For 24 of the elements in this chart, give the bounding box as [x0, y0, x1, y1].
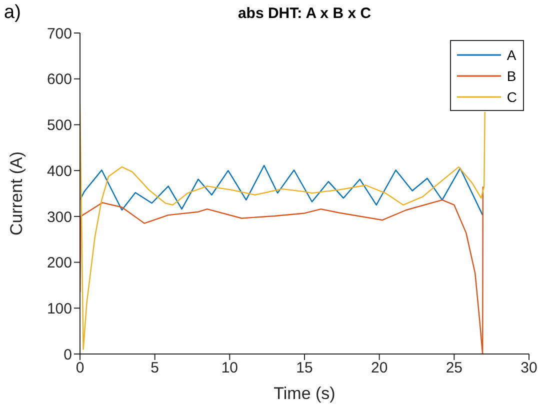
- legend-label: C: [506, 88, 517, 104]
- y-tick-label: 300: [46, 208, 72, 226]
- chart-title: abs DHT: A x B x C: [236, 5, 372, 22]
- text: a): [4, 2, 21, 24]
- x-tick-label: 0: [76, 360, 84, 377]
- y-tick-label: 0: [64, 346, 72, 364]
- y-axis-title: Current (A): [7, 151, 26, 236]
- legend-label: B: [506, 68, 516, 84]
- y-tick-label: 400: [46, 162, 72, 180]
- y-tick-label: 600: [46, 71, 72, 88]
- y-tick-label: 200: [46, 254, 72, 272]
- y-tick-label: 700: [46, 25, 72, 42]
- line-series: [80, 186, 484, 354]
- x-tick-label: 25: [446, 360, 463, 377]
- legend-label: A: [506, 46, 516, 62]
- x-tick-label: 10: [221, 360, 238, 377]
- x-axis-title: Time (s): [274, 384, 336, 403]
- y-tick-label: 500: [46, 117, 72, 134]
- x-tick-label: 30: [520, 360, 538, 377]
- x-tick-label: 20: [370, 360, 388, 377]
- y-tick-label: 100: [46, 300, 72, 318]
- x-tick-label: 5: [150, 360, 160, 377]
- line-series: [80, 164, 484, 216]
- x-tick-label: 15: [296, 360, 313, 377]
